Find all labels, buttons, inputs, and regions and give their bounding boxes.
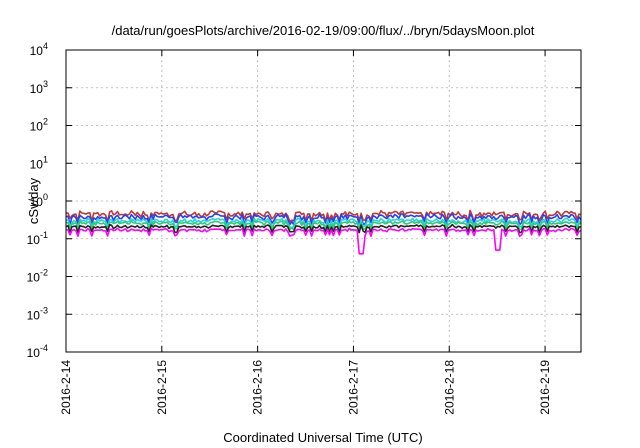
series-line [65,227,582,255]
series-line [65,223,582,234]
plot-frame [65,49,582,353]
series-line [65,213,582,226]
x-tick-label: 2016-2-14 [59,360,73,415]
series-line [65,209,582,223]
x-axis: 2016-2-14 2016-2-15 2016-2-16 2016-2-17 2016… [59,50,552,415]
series-layer [65,209,582,255]
y-tick-label: 10-3 [27,305,48,322]
y-tick-label: 102 [30,117,48,134]
x-tick-label: 2016-2-19 [538,360,552,415]
x-tick-label: 2016-2-18 [442,360,456,415]
y-tick-label: 101 [30,154,48,171]
series-line [65,220,582,231]
x-tick-label: 2016-2-16 [251,360,265,415]
y-tick-label: 10-1 [27,230,48,247]
x-tick-label: 2016-2-15 [155,360,169,415]
x-tick-label: 2016-2-17 [346,360,360,415]
chart-title: /data/run/goesPlots/archive/2016-02-19/0… [112,23,535,38]
y-tick-label: 10-2 [27,268,48,285]
y-tick-label: 104 [30,41,48,58]
x-axis-label: Coordinated Universal Time (UTC) [223,430,422,445]
series-line [65,217,582,229]
y-tick-label: 103 [30,79,48,96]
y-axis-label: cSv/day [26,177,41,224]
y-tick-label: 10-4 [27,343,48,360]
grid-lines [65,50,581,352]
